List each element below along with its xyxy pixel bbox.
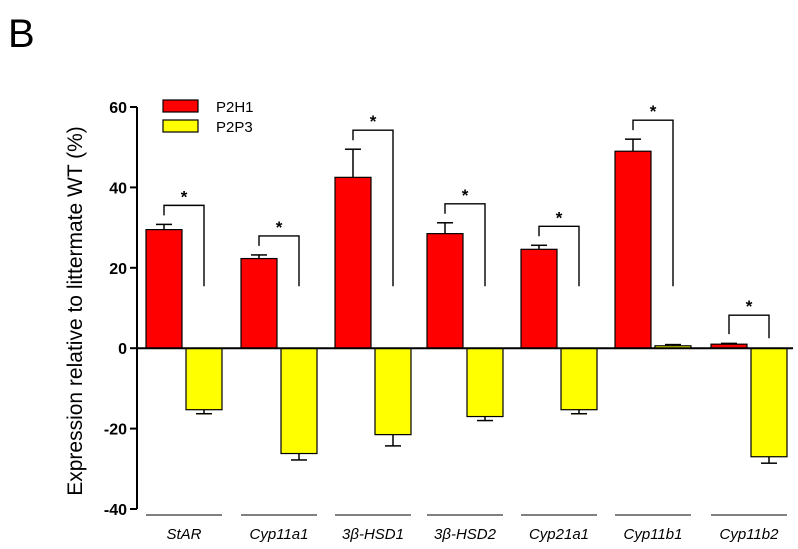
significance-star: * <box>181 187 188 206</box>
category-label: Cyp11b1 <box>624 526 683 543</box>
y-tick-label: 60 <box>109 100 127 117</box>
bar-p2p3 <box>467 348 503 416</box>
significance-star: * <box>370 112 377 131</box>
legend-swatch-p2h1 <box>163 100 198 112</box>
category-label: 3β-HSD2 <box>434 526 497 543</box>
legend-swatch-p2p3 <box>163 120 198 132</box>
bar-p2h1 <box>146 230 182 349</box>
legend-label-p2p3: P2P3 <box>216 119 253 136</box>
bar-p2h1 <box>615 151 651 348</box>
category-label: Cyp11b2 <box>720 526 780 543</box>
significance-star: * <box>556 208 563 227</box>
bar-p2h1 <box>427 234 463 349</box>
category-label: 3β-HSD1 <box>342 526 404 543</box>
bar-p2p3 <box>281 348 317 453</box>
category-label: StAR <box>166 526 201 543</box>
bar-p2h1 <box>335 177 371 348</box>
y-tick-label: -20 <box>104 422 127 439</box>
bar-p2h1 <box>521 249 557 348</box>
y-tick-label: 0 <box>118 341 127 358</box>
category-label: Cyp21a1 <box>529 526 589 543</box>
bar-p2p3 <box>375 348 411 434</box>
bar-p2p3 <box>186 348 222 410</box>
bar-p2h1 <box>241 259 277 349</box>
bar-p2p3 <box>561 348 597 410</box>
y-axis: -40 -20 0 20 40 60 <box>104 100 137 519</box>
bar-p2p3 <box>751 348 787 457</box>
x-axis: StAR Cyp11a1 3β-HSD1 3β-HSD2 Cyp21a1 Cyp11b1 C… <box>137 348 793 543</box>
significance-star: * <box>650 102 657 121</box>
significance-star: * <box>276 218 283 237</box>
category-label: Cyp11a1 <box>250 526 309 543</box>
y-tick-label: 20 <box>109 261 127 278</box>
legend: P2H1 P2P3 <box>163 99 254 136</box>
legend-label-p2h1: P2H1 <box>216 99 254 116</box>
y-tick-label: 40 <box>109 180 127 197</box>
significance-bracket <box>729 315 769 338</box>
y-tick-label: -40 <box>104 502 127 519</box>
y-axis-label: Expression relative to littermate WT (%) <box>64 126 87 496</box>
significance-star: * <box>746 297 753 316</box>
significance-star: * <box>462 186 469 205</box>
